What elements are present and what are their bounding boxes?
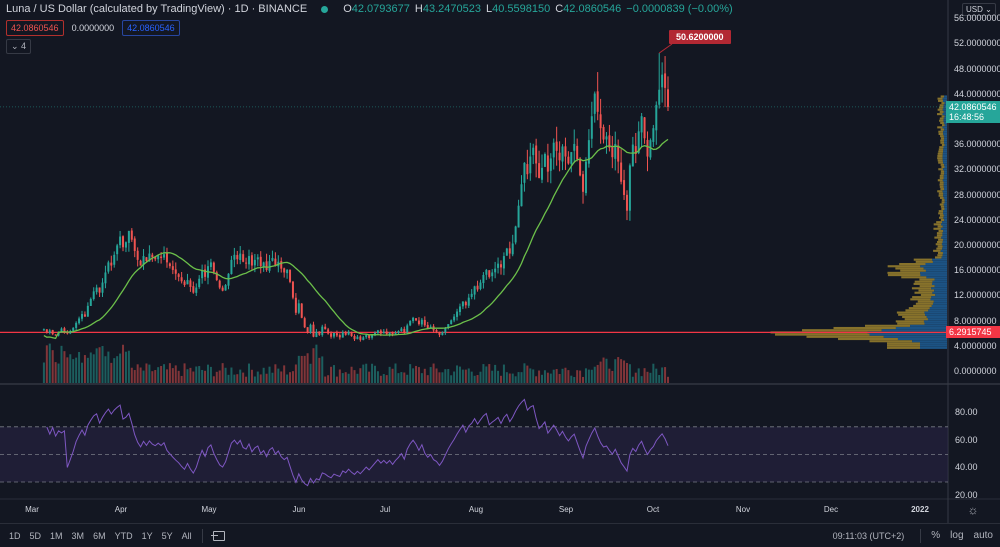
price-tick: 48.0000000 [954, 63, 1000, 74]
ohlc-key-h: H [414, 3, 423, 15]
time-label: Mar [25, 505, 39, 514]
bar-countdown: 16:48:56 [949, 112, 985, 122]
bottom-toolbar: 1D 5D 1M 3M 6M YTD 1Y 5Y All 09:11:03 (UTC+2) % … [0, 523, 1000, 547]
currency-button[interactable]: USD ⌄ [962, 3, 996, 16]
high-price-label: 50.6200000 [669, 30, 731, 44]
hline-price-tag: 6.2915745 [946, 326, 1000, 338]
chevron-down-icon: ⌄ [11, 41, 22, 51]
price-tick: 44.0000000 [954, 88, 1000, 99]
indicator-input-2: 0.0000000 [71, 23, 115, 33]
range-button-1y[interactable]: 1Y [141, 530, 153, 541]
market-status-icon [321, 5, 329, 13]
time-label: Oct [646, 505, 660, 514]
time-label: Jul [379, 505, 391, 514]
range-button-1d[interactable]: 1D [9, 530, 21, 541]
settings-gear-icon[interactable]: ☼ [967, 503, 979, 517]
percent-toggle[interactable]: % [931, 530, 941, 541]
ohlc-key-o: O [343, 3, 352, 15]
time-label: Sep [558, 505, 574, 514]
range-button-ytd[interactable]: YTD [114, 530, 133, 541]
range-button-5y[interactable]: 5Y [161, 530, 173, 541]
range-button-all[interactable]: All [181, 530, 192, 541]
price-tick: 32.0000000 [954, 164, 1000, 175]
rsi-tick: 60.00 [955, 434, 978, 445]
time-label: May [201, 505, 217, 514]
clock[interactable]: 09:11:03 (UTC+2) [832, 530, 905, 541]
auto-toggle[interactable]: auto [973, 530, 993, 541]
price-tick: 28.0000000 [954, 189, 1000, 200]
rsi-tick: 20.00 [955, 489, 978, 500]
price-tick: 16.0000000 [954, 265, 1000, 276]
time-label: Aug [468, 505, 484, 514]
divider [201, 528, 203, 543]
change-value: −0.0000839 (−0.00%) [626, 3, 733, 15]
price-tick: 0.0000000 [954, 366, 997, 376]
collapse-indicators[interactable]: ⌄ 4 [6, 39, 32, 54]
range-button-1m[interactable]: 1M [50, 530, 63, 541]
price-tick: 4.0000000 [954, 340, 997, 351]
last-price-tag: 42.0860546 16:48:56 [946, 101, 1000, 123]
time-label: Nov [735, 505, 751, 514]
range-button-3m[interactable]: 3M [71, 530, 85, 541]
date-range-buttons: 1D 5D 1M 3M 6M YTD 1Y 5Y All [0, 531, 192, 541]
ohlc-value-l: 40.5598150 [492, 3, 551, 15]
price-tick: 56.0000000 [954, 13, 1000, 24]
range-button-5d[interactable]: 5D [29, 530, 42, 541]
price-tick: 36.0000000 [954, 139, 1000, 150]
time-label: Apr [114, 505, 128, 514]
ohlc-value-h: 43.2470523 [422, 3, 481, 15]
indicator-inputs-row: 42.0860546 0.0000000 42.0860546 [6, 20, 186, 36]
chevron-down-icon: ⌄ [985, 5, 992, 14]
indicator-input-3[interactable]: 42.0860546 [122, 20, 180, 36]
ohlc-values: O42.0793677 H43.2470523 L40.5598150 C42.086… [338, 3, 621, 15]
price-tick: 24.0000000 [954, 214, 1000, 225]
indicator-count: 4 [21, 41, 27, 51]
last-price: 42.0860546 [949, 102, 997, 112]
log-toggle[interactable]: log [950, 530, 964, 541]
indicator-input-1[interactable]: 42.0860546 [6, 20, 64, 36]
rsi-tick: 40.00 [955, 462, 978, 473]
goto-date-icon[interactable] [210, 530, 225, 541]
ohlc-value-o: 42.0793677 [351, 3, 410, 15]
time-label: Dec [823, 505, 839, 514]
symbol-title[interactable]: Luna / US Dollar (calculated by TradingV… [6, 3, 308, 15]
chart-legend: Luna / US Dollar (calculated by TradingV… [6, 3, 733, 15]
ohlc-key-l: L [485, 3, 493, 15]
price-tick: 52.0000000 [954, 38, 1000, 49]
price-tick: 8.0000000 [954, 315, 997, 326]
price-tick: 12.0000000 [954, 290, 1000, 301]
ohlc-value-c: 42.0860546 [563, 3, 622, 15]
divider [920, 528, 922, 543]
ohlc-key-c: C [555, 3, 564, 15]
time-label: 2022 [911, 505, 929, 514]
price-tick: 20.0000000 [954, 240, 1000, 250]
rsi-tick: 80.00 [955, 407, 978, 417]
time-label: Jun [292, 505, 306, 514]
range-button-6m[interactable]: 6M [93, 530, 106, 541]
